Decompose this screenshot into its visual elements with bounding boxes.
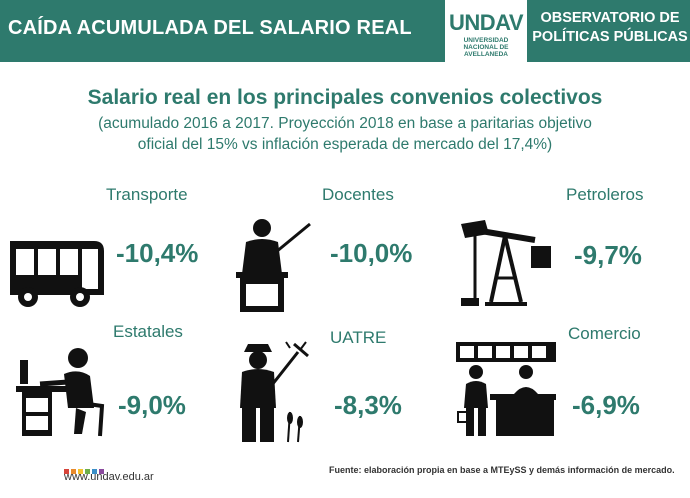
label-transporte: Transporte xyxy=(106,185,188,204)
observatorio-line-1: OBSERVATORIO DE xyxy=(540,10,680,26)
subtitle-line-1: (acumulado 2016 a 2017. Proyección 2018 … xyxy=(98,115,592,132)
value-docentes: -10,0% xyxy=(330,238,413,268)
logo-sub-line-3: AVELLANEDA xyxy=(464,51,508,58)
shop-counter-icon xyxy=(456,342,556,436)
logo-subtitle: UNIVERSIDAD NACIONAL DE AVELLANEDA xyxy=(445,37,527,58)
label-docentes: Docentes xyxy=(322,185,394,204)
logo-word: UNDAV xyxy=(448,10,524,35)
color-dot xyxy=(85,469,90,474)
label-estatales: Estatales xyxy=(113,322,183,341)
page-title: CAÍDA ACUMULADA DEL SALARIO REAL xyxy=(8,17,412,39)
observatorio-line-2: POLÍTICAS PÚBLICAS xyxy=(532,29,688,45)
footer-source: Fuente: elaboración propia en base a MTE… xyxy=(329,465,675,475)
logo-sub-line-2: NACIONAL DE xyxy=(463,44,509,51)
color-dot xyxy=(78,469,83,474)
oil-pump-icon xyxy=(461,220,551,306)
color-dot xyxy=(64,469,69,474)
bus-icon xyxy=(10,241,104,307)
value-uatre: -8,3% xyxy=(334,390,402,420)
office-worker-icon xyxy=(16,348,105,437)
color-dot xyxy=(71,469,76,474)
chart-subtitle: (acumulado 2016 a 2017. Proyección 2018 … xyxy=(0,113,690,155)
color-dot xyxy=(99,469,104,474)
footer-url: www.undav.edu.ar xyxy=(64,471,154,483)
header-bar xyxy=(0,0,690,62)
teacher-icon xyxy=(236,219,311,312)
value-comercio: -6,9% xyxy=(572,390,640,420)
chart-title: Salario real en los principales convenio… xyxy=(87,86,603,109)
color-dot xyxy=(92,469,97,474)
farmer-icon xyxy=(240,341,309,443)
value-petroleros: -9,7% xyxy=(574,240,642,270)
observatorio-label: OBSERVATORIO DE POLÍTICAS PÚBLICAS xyxy=(530,9,690,47)
logo-sub-line-1: UNIVERSIDAD xyxy=(463,37,509,44)
label-uatre: UATRE xyxy=(330,328,387,347)
value-estatales: -9,0% xyxy=(118,390,186,420)
label-petroleros: Petroleros xyxy=(566,185,644,204)
undav-logo: UNDAV UNIVERSIDAD NACIONAL DE AVELLANEDA xyxy=(445,0,527,72)
label-comercio: Comercio xyxy=(568,324,641,343)
subtitle-line-2: oficial del 15% vs inflación esperada de… xyxy=(137,136,553,153)
value-transporte: -10,4% xyxy=(116,238,199,268)
color-dots xyxy=(64,461,106,479)
